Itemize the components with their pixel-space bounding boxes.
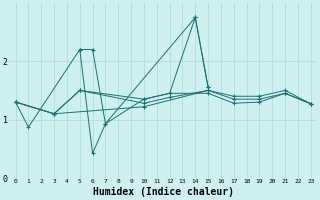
X-axis label: Humidex (Indice chaleur): Humidex (Indice chaleur) — [93, 187, 234, 197]
